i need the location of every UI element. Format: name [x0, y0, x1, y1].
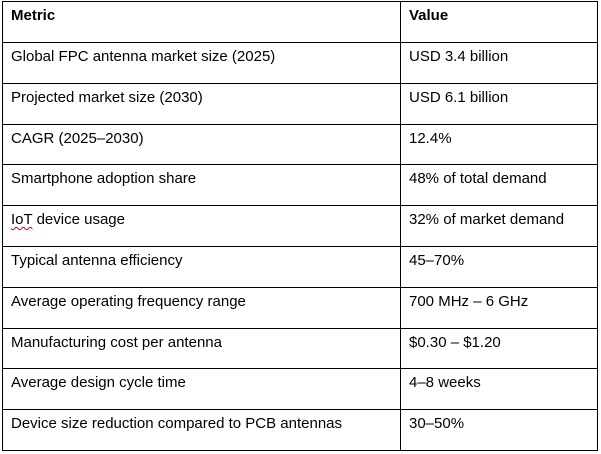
table-row: Smartphone adoption share 48% of total de… [2, 164, 598, 207]
metric-cell: Projected market size (2030) [2, 82, 401, 125]
header-metric: Metric [2, 1, 401, 43]
header-value: Value [400, 1, 598, 43]
table-row: Projected market size (2030) USD 6.1 bill… [2, 82, 598, 125]
table-row: CAGR (2025–2030) 12.4% [2, 123, 598, 166]
metric-cell: Global FPC antenna market size (2025) [2, 42, 401, 84]
metric-cell: Smartphone adoption share [2, 164, 401, 207]
metric-text: device usage [32, 211, 125, 229]
value-cell: 30–50% [400, 409, 598, 451]
value-cell: 45–70% [400, 245, 598, 288]
table-row: Typical antenna efficiency 45–70% [2, 245, 598, 288]
metric-cell: Average operating frequency range [2, 286, 401, 329]
metric-cell: Average design cycle time [2, 368, 401, 411]
value-cell: USD 6.1 billion [400, 82, 598, 125]
value-cell: 32% of market demand [400, 205, 598, 247]
table-row: Global FPC antenna market size (2025) USD… [2, 42, 598, 84]
value-cell: 12.4% [400, 123, 598, 166]
value-cell: $0.30 – $1.20 [400, 327, 598, 370]
metric-cell: CAGR (2025–2030) [2, 123, 401, 166]
header-row: Metric Value [2, 1, 598, 43]
table-row: Device size reduction compared to PCB an… [2, 409, 598, 451]
value-cell: 4–8 weeks [400, 368, 598, 411]
value-cell: 700 MHz – 6 GHz [400, 286, 598, 329]
metric-cell: Manufacturing cost per antenna [2, 327, 401, 370]
metric-cell: IoT device usage [2, 205, 401, 247]
table-row: Average operating frequency range 700 MHz… [2, 286, 598, 329]
value-cell: 48% of total demand [400, 164, 598, 207]
value-cell: USD 3.4 billion [400, 42, 598, 84]
table-row: Average design cycle time 4–8 weeks [2, 368, 598, 411]
metric-cell: Typical antenna efficiency [2, 245, 401, 288]
metric-cell: Device size reduction compared to PCB an… [2, 409, 401, 451]
spellcheck-word: IoT [11, 211, 33, 229]
table-row: IoT device usage 32% of market demand [2, 205, 598, 247]
table-row: Manufacturing cost per antenna $0.30 – $1… [2, 327, 598, 370]
